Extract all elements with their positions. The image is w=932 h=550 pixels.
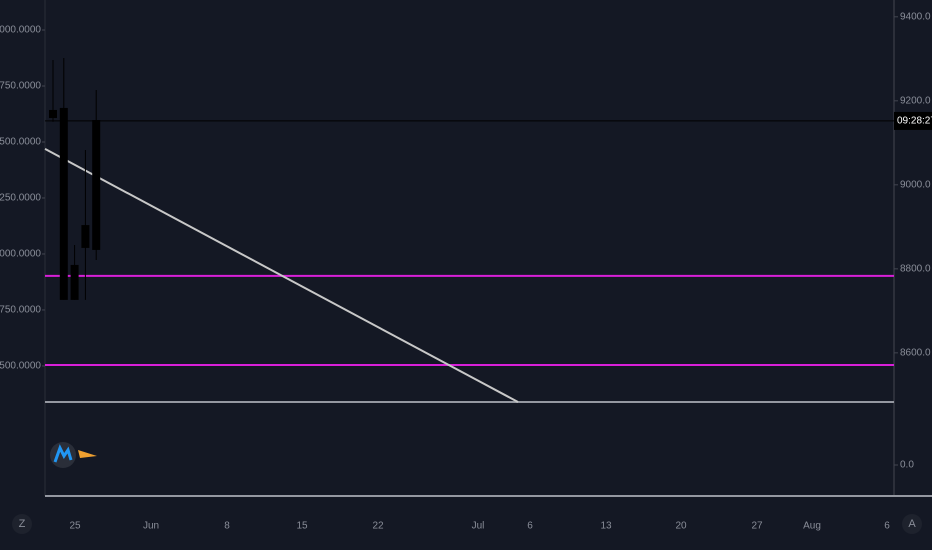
- candle-body: [92, 120, 101, 250]
- x-tick-label: Jul: [472, 521, 485, 532]
- scale-button[interactable]: A: [908, 518, 916, 530]
- x-tick-label: 13: [600, 521, 612, 532]
- lower-tick-label: 0.0: [900, 460, 914, 471]
- candle-body: [81, 225, 90, 248]
- button-bg[interactable]: [12, 514, 32, 534]
- y-tick-label: 9250.0000: [0, 193, 41, 204]
- scale-button[interactable]: Z: [19, 518, 26, 530]
- y-tick-label: 8750.0000: [0, 305, 41, 316]
- y-tick-label: 10000.0000: [0, 25, 41, 36]
- y2-tick-label: 8800.0: [900, 263, 931, 274]
- x-tick-label: 8: [224, 521, 230, 532]
- y-tick-label: 9500.0000: [0, 137, 41, 148]
- x-tick-label: 22: [372, 521, 384, 532]
- x-tick-label: 6: [527, 521, 533, 532]
- y-tick-label: 9000.0000: [0, 249, 41, 260]
- y2-tick-label: 8600.0: [900, 347, 931, 358]
- x-tick-label: 25: [69, 521, 81, 532]
- button-bg[interactable]: [902, 514, 922, 534]
- x-tick-label: 15: [296, 521, 308, 532]
- y-tick-label: 9750.0000: [0, 81, 41, 92]
- price-label-bg: [894, 111, 932, 130]
- y2-tick-label: 9200.0: [900, 95, 931, 106]
- indicator-logo: [50, 442, 97, 468]
- x-tick-label: Jun: [143, 521, 159, 532]
- x-tick-label: 6: [884, 521, 890, 532]
- candle-body: [70, 264, 79, 300]
- candle-body: [59, 107, 68, 300]
- candle-body: [49, 109, 57, 119]
- x-tick-label: 20: [675, 521, 687, 532]
- y2-tick-label: 9000.0: [900, 179, 931, 190]
- countdown: 09:28:27: [897, 116, 932, 127]
- y2-tick-label: 9400.0: [900, 11, 931, 22]
- x-tick-label: 27: [751, 521, 763, 532]
- trend-line: [44, 148, 519, 403]
- x-tick-label: Aug: [803, 521, 821, 532]
- y-tick-label: 8500.0000: [0, 361, 41, 372]
